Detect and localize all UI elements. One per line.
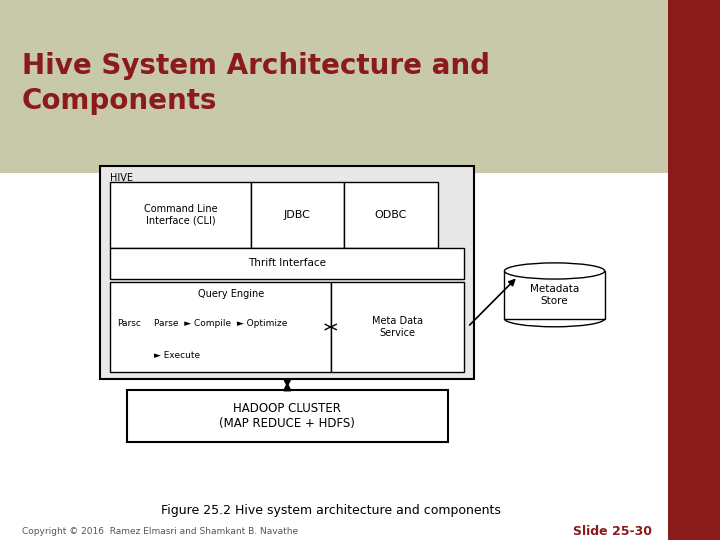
Text: Thrift Interface: Thrift Interface	[248, 259, 326, 268]
FancyBboxPatch shape	[251, 182, 344, 248]
Ellipse shape	[505, 263, 605, 279]
Text: Parsc: Parsc	[117, 319, 141, 328]
FancyBboxPatch shape	[127, 390, 448, 442]
Text: Metadata
Store: Metadata Store	[530, 284, 579, 306]
Text: ► Execute: ► Execute	[153, 351, 200, 360]
Text: Meta Data
Service: Meta Data Service	[372, 316, 423, 338]
FancyBboxPatch shape	[344, 182, 438, 248]
Text: HIVE: HIVE	[110, 173, 133, 183]
Text: Figure 25.2 Hive system architecture and components: Figure 25.2 Hive system architecture and…	[161, 504, 501, 517]
FancyBboxPatch shape	[110, 282, 330, 372]
FancyBboxPatch shape	[505, 271, 605, 319]
FancyBboxPatch shape	[330, 282, 464, 372]
Text: JDBC: JDBC	[284, 210, 311, 220]
Text: Command Line
Interface (CLI): Command Line Interface (CLI)	[143, 204, 217, 226]
FancyBboxPatch shape	[110, 248, 464, 279]
Text: ODBC: ODBC	[374, 210, 407, 220]
Text: Hive System Architecture and
Components: Hive System Architecture and Components	[22, 52, 490, 115]
Text: Copyright © 2016  Ramez Elmasri and Shamkant B. Navathe: Copyright © 2016 Ramez Elmasri and Shamk…	[22, 528, 298, 536]
Text: HADOOP CLUSTER
(MAP REDUCE + HDFS): HADOOP CLUSTER (MAP REDUCE + HDFS)	[220, 402, 355, 430]
Text: Slide 25-30: Slide 25-30	[572, 525, 652, 538]
FancyBboxPatch shape	[110, 182, 251, 248]
Text: Query Engine: Query Engine	[199, 289, 265, 299]
Text: Parse  ► Compile  ► Optimize: Parse ► Compile ► Optimize	[153, 319, 287, 328]
FancyBboxPatch shape	[100, 166, 474, 379]
